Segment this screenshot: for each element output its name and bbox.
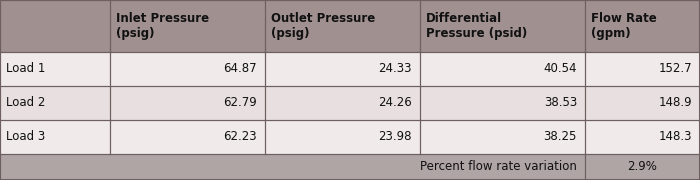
Text: Percent flow rate variation: Percent flow rate variation: [420, 161, 577, 174]
Text: Flow Rate
(gpm): Flow Rate (gpm): [591, 12, 657, 40]
Text: 38.53: 38.53: [544, 96, 577, 109]
Bar: [585, 86, 700, 120]
Bar: [110, 120, 265, 154]
Text: 148.9: 148.9: [659, 96, 692, 109]
Text: Outlet Pressure
(psig): Outlet Pressure (psig): [271, 12, 375, 40]
Bar: [420, 0, 585, 52]
Bar: [0, 154, 585, 180]
Text: Differential
Pressure (psid): Differential Pressure (psid): [426, 12, 527, 40]
Text: Load 1: Load 1: [6, 62, 46, 75]
Bar: [585, 120, 700, 154]
Text: Load 3: Load 3: [6, 130, 46, 143]
Bar: [265, 86, 420, 120]
Bar: [585, 154, 700, 180]
Bar: [110, 0, 265, 52]
Bar: [0, 86, 110, 120]
Text: 38.25: 38.25: [544, 130, 577, 143]
Bar: [0, 120, 110, 154]
Bar: [420, 52, 585, 86]
Bar: [265, 52, 420, 86]
Text: 40.54: 40.54: [543, 62, 577, 75]
Bar: [0, 0, 110, 52]
Text: 62.23: 62.23: [223, 130, 257, 143]
Bar: [420, 86, 585, 120]
Bar: [585, 0, 700, 52]
Bar: [0, 52, 110, 86]
Text: 24.33: 24.33: [379, 62, 412, 75]
Bar: [265, 0, 420, 52]
Text: 2.9%: 2.9%: [628, 161, 657, 174]
Text: 24.26: 24.26: [378, 96, 412, 109]
Bar: [420, 120, 585, 154]
Text: 64.87: 64.87: [223, 62, 257, 75]
Text: 62.79: 62.79: [223, 96, 257, 109]
Bar: [265, 120, 420, 154]
Text: 23.98: 23.98: [379, 130, 412, 143]
Text: Load 2: Load 2: [6, 96, 46, 109]
Bar: [585, 52, 700, 86]
Bar: [110, 52, 265, 86]
Text: Inlet Pressure
(psig): Inlet Pressure (psig): [116, 12, 209, 40]
Text: 152.7: 152.7: [659, 62, 692, 75]
Text: 148.3: 148.3: [659, 130, 692, 143]
Bar: [110, 86, 265, 120]
